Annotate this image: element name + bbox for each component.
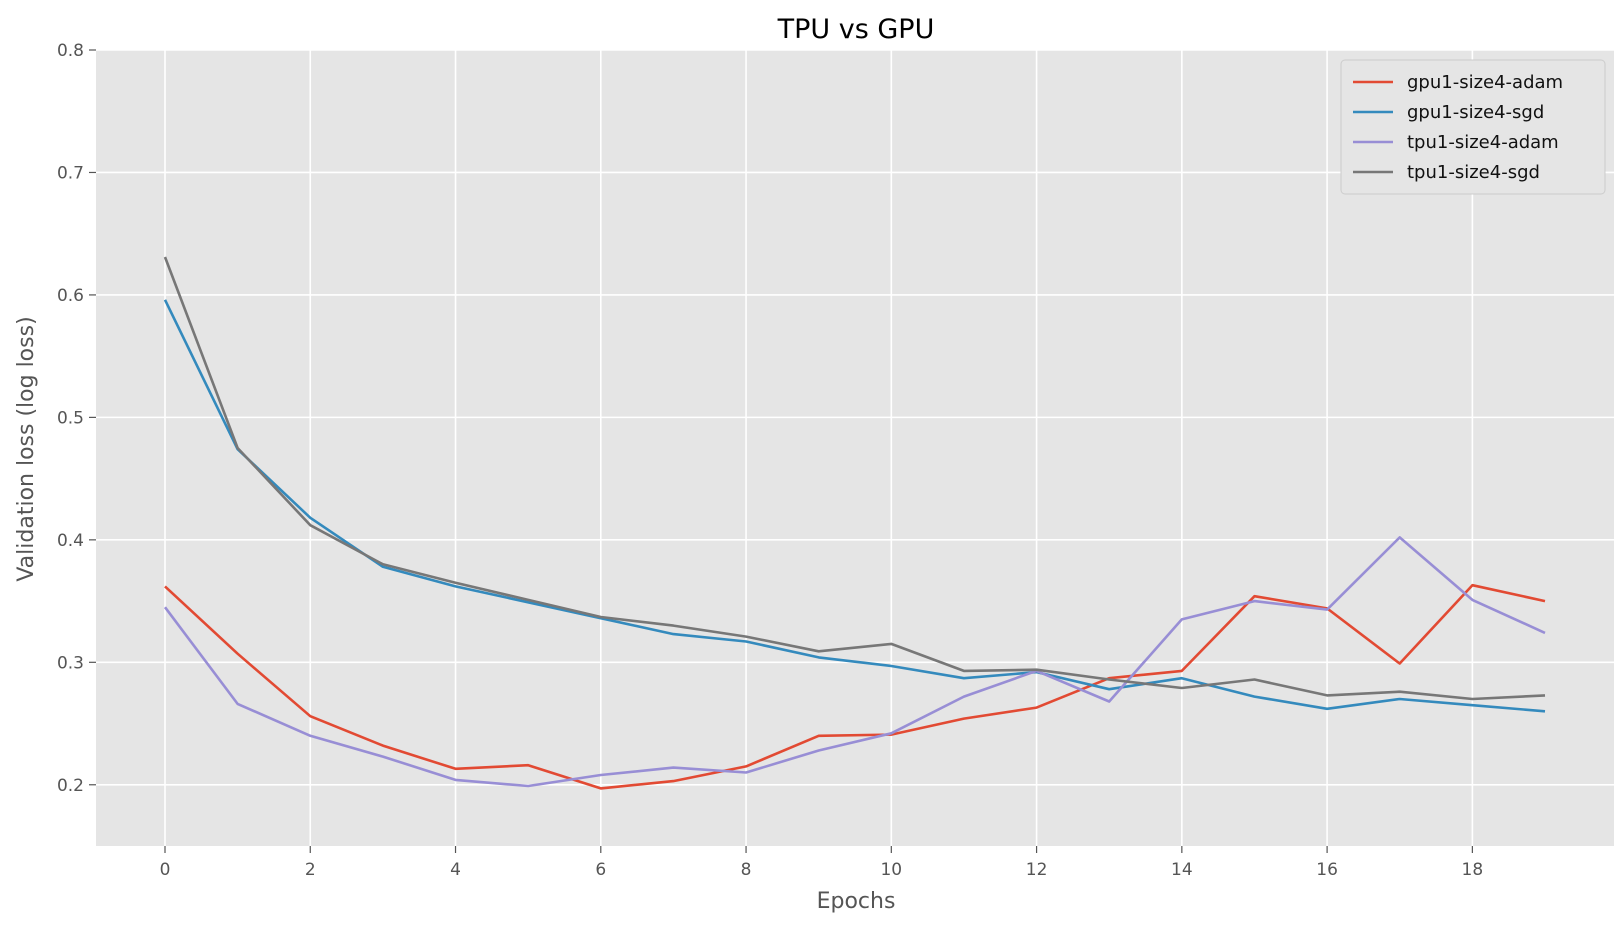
x-tick-label: 10 <box>880 860 902 880</box>
x-tick-label: 12 <box>1026 860 1048 880</box>
x-axis-ticks: 0 2 4 6 8 10 12 14 16 18 <box>160 846 1484 880</box>
legend-label: gpu1-size4-sgd <box>1407 102 1544 123</box>
y-tick-label: 0.3 <box>57 653 84 673</box>
series-line-gpu1-size4-sgd <box>163 299 1546 713</box>
x-tick-label: 18 <box>1462 860 1484 880</box>
y-tick-label: 0.6 <box>57 286 84 306</box>
x-tick-label: 16 <box>1316 860 1338 880</box>
legend-label: tpu1-size4-adam <box>1407 132 1559 153</box>
legend-label: gpu1-size4-adam <box>1407 72 1563 93</box>
x-tick-label: 2 <box>305 860 316 880</box>
y-axis-ticks: 0.2 0.3 0.4 0.5 0.6 0.7 0.8 <box>57 41 96 796</box>
y-tick-label: 0.7 <box>57 163 84 183</box>
x-tick-label: 8 <box>741 860 752 880</box>
x-tick-label: 14 <box>1171 860 1193 880</box>
legend-label: tpu1-size4-sgd <box>1407 162 1540 183</box>
series-line-gpu1-size4-adam <box>164 583 1546 790</box>
y-tick-label: 0.2 <box>57 776 84 796</box>
chart-title: TPU vs GPU <box>777 14 935 45</box>
series-lines <box>163 256 1546 790</box>
x-tick-label: 4 <box>450 860 461 880</box>
series-line-tpu1-size4-sgd <box>163 256 1546 701</box>
y-tick-label: 0.8 <box>57 41 84 61</box>
legend-box <box>1340 59 1606 195</box>
grid <box>96 49 1614 846</box>
series-line-tpu1-size4-adam <box>163 536 1546 788</box>
y-tick-label: 0.5 <box>57 408 84 428</box>
legend: gpu1-size4-adam gpu1-size4-sgd tpu1-size4-… <box>1340 59 1606 195</box>
y-axis-label: Validation loss (log loss) <box>14 316 39 581</box>
x-tick-label: 6 <box>595 860 606 880</box>
x-tick-label: 0 <box>160 860 171 880</box>
x-axis-label: Epochs <box>817 889 896 914</box>
y-tick-label: 0.4 <box>57 531 84 551</box>
